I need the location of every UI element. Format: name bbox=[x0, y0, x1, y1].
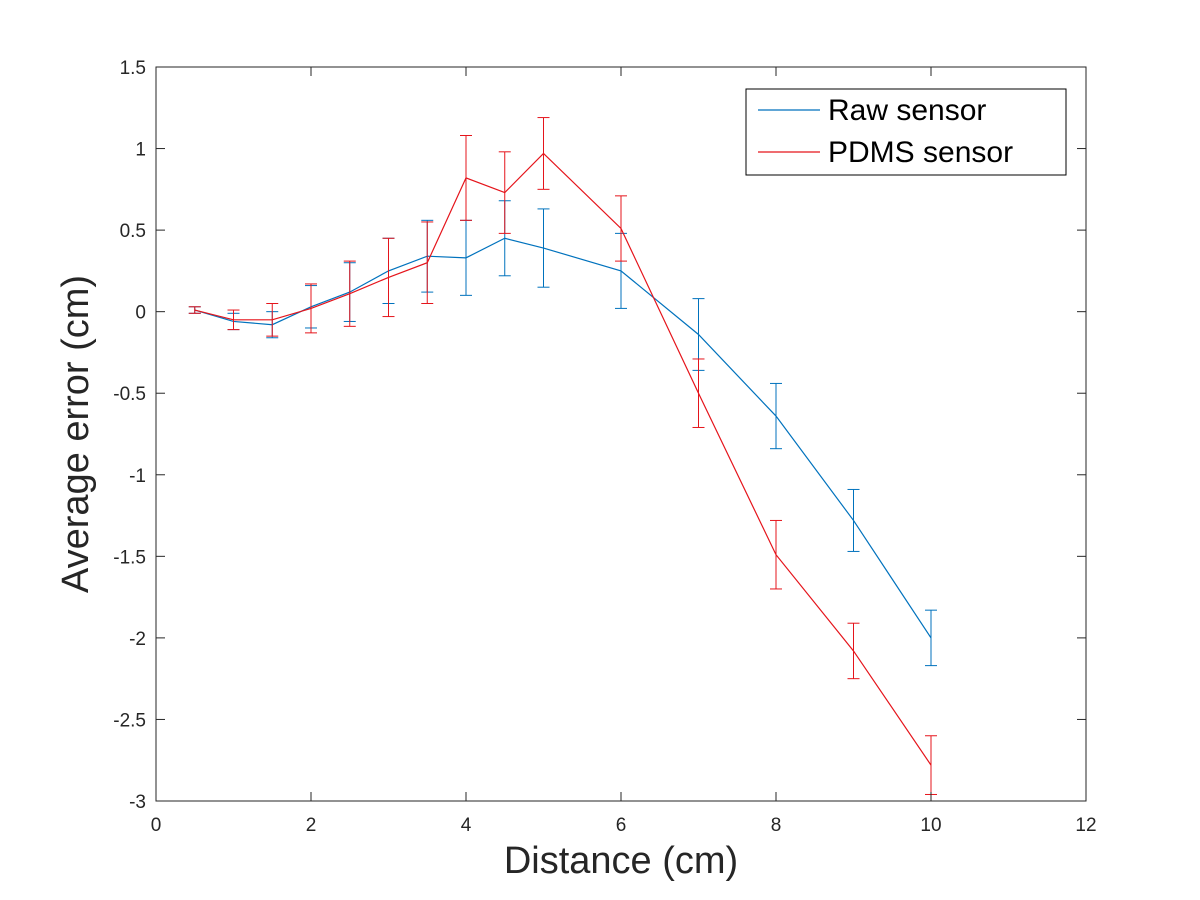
x-tick-label: 0 bbox=[151, 815, 162, 836]
y-tick-label: 1.5 bbox=[120, 58, 146, 79]
series-pdms-sensor bbox=[188, 117, 937, 795]
legend-label-raw-sensor: Raw sensor bbox=[828, 94, 986, 127]
x-axis-label: Distance (cm) bbox=[504, 840, 738, 882]
x-tick-label: 2 bbox=[306, 815, 317, 836]
series-line-raw-sensor bbox=[194, 237, 932, 639]
plot-area bbox=[156, 67, 1086, 801]
legend-label-pdms-sensor: PDMS sensor bbox=[828, 136, 1013, 169]
x-tick-label: 12 bbox=[1075, 815, 1096, 836]
y-tick-label: -3 bbox=[129, 792, 146, 813]
x-tick-label: 8 bbox=[771, 815, 782, 836]
error-bar bbox=[188, 306, 201, 314]
x-tick-label: 4 bbox=[461, 815, 472, 836]
legend: Raw sensor PDMS sensor bbox=[745, 88, 1067, 176]
y-tick-label: -2 bbox=[129, 629, 146, 650]
y-tick-label: -0.5 bbox=[113, 384, 146, 405]
y-tick-label: 0 bbox=[135, 303, 146, 324]
x-tick-label: 10 bbox=[920, 815, 941, 836]
y-axis-label: Average error (cm) bbox=[55, 275, 97, 593]
y-tick-label: -1.5 bbox=[113, 547, 146, 568]
series-layer bbox=[188, 117, 937, 795]
series-line-pdms-sensor bbox=[194, 152, 932, 766]
y-tick-label: 1 bbox=[135, 140, 146, 161]
ticks-layer: 0 2 4 6 8 10 12 -3 -2.5 -2 -1.5 -1 -0.5 0 0.5 1 1.5 bbox=[113, 58, 1096, 836]
y-tick-label: -1 bbox=[129, 466, 146, 487]
legend-box bbox=[745, 88, 1067, 176]
x-tick-label: 6 bbox=[616, 815, 627, 836]
y-tick-label: 0.5 bbox=[120, 221, 146, 242]
y-tick-label: -2.5 bbox=[113, 710, 146, 731]
